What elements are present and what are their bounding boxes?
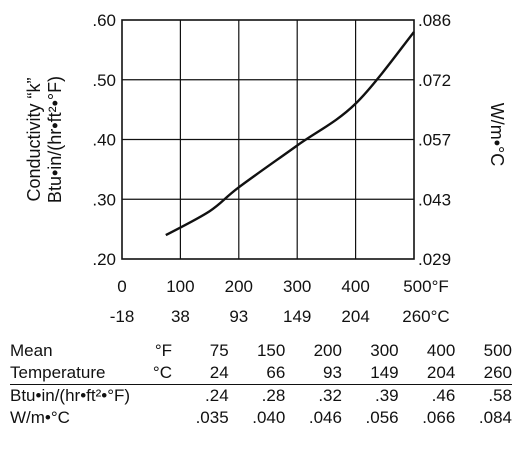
table-cell: .040 (252, 408, 286, 427)
table-cell: .046 (308, 408, 342, 427)
table-cell: .28 (261, 386, 286, 405)
table-cell: 200 (313, 341, 342, 360)
y-tick-label-right: .057 (418, 131, 451, 150)
table-cell: 500 (483, 341, 512, 360)
table-cell: 300 (370, 341, 399, 360)
table-cell: .58 (488, 386, 512, 405)
table-row-mean: Mean °F 75 150 200 300 400 500 (10, 340, 512, 362)
y-tick-label-right: .072 (418, 71, 451, 90)
table-row-btu: Btu•in/(hr•ft²•°F) .24 .28 .32 .39 .46 .… (10, 385, 512, 408)
table-cell: .084 (478, 408, 512, 427)
table-row-w: W/m•°C .035 .040 .046 .056 .066 .084 (10, 407, 512, 429)
y-tick-label-right: .043 (418, 190, 451, 209)
data-table: Mean °F 75 150 200 300 400 500 Temperatu… (10, 340, 512, 429)
y-tick-label-left: .20 (92, 250, 116, 269)
y-tick-label-left: .60 (92, 11, 116, 30)
table-cell: 204 (398, 362, 456, 385)
x-tick-label-f: 400 (341, 277, 369, 296)
x-tick-label-c: 260°C (402, 307, 449, 326)
x-tick-label-c: 204 (341, 307, 369, 326)
table-cell: .32 (318, 386, 342, 405)
x-tick-label-c: -18 (110, 307, 135, 326)
table-row-temperature: Temperature °C 24 66 93 149 204 260 (10, 362, 512, 385)
x-tick-label-f: 100 (166, 277, 194, 296)
y-tick-label-left: .30 (92, 190, 116, 209)
y-axis-title-left: Conductivity “k” (24, 77, 44, 201)
conductivity-curve (165, 31, 415, 237)
x-tick-label-f: 200 (225, 277, 253, 296)
table-cell: 260 (455, 362, 512, 385)
table-cell: .24 (205, 386, 229, 405)
x-tick-label-f: 500°F (403, 277, 449, 296)
x-tick-label-c: 149 (283, 307, 311, 326)
x-tick-label-c: 93 (229, 307, 248, 326)
x-tick-label-f: 300 (283, 277, 311, 296)
table-cell: 24 (172, 362, 229, 385)
row-label: Mean (10, 341, 53, 360)
table-cell: 93 (285, 362, 342, 385)
conductivity-chart: .20 .30 .40 .50 .60 .029 .043 .057 .072 .086 0 100 2… (24, 11, 507, 326)
plot-frame (121, 19, 415, 260)
table-cell: .035 (195, 408, 229, 427)
row-unit: °F (154, 341, 172, 360)
table-cell: 66 (228, 362, 286, 385)
row-label: Btu•in/(hr•ft²•°F) (10, 386, 131, 405)
y-axis-title-right: W/m•°C (487, 103, 507, 166)
row-label: W/m•°C (10, 408, 70, 427)
y-tick-label-right: .029 (418, 250, 451, 269)
table-cell: .46 (431, 386, 456, 405)
x-tick-label-f: 0 (117, 277, 126, 296)
table-cell: 75 (209, 341, 229, 360)
y-tick-label-left: .50 (92, 71, 116, 90)
table-cell: 400 (426, 341, 456, 360)
table-cell: .066 (422, 408, 456, 427)
y-tick-label-left: .40 (92, 131, 116, 150)
y-axis-title-left-units: Btu•in/(hr•ft²•°F) (45, 76, 65, 203)
table-cell: 149 (341, 362, 399, 385)
row-unit: °C (130, 362, 172, 385)
table-cell: .39 (374, 386, 399, 405)
x-tick-label-c: 38 (171, 307, 190, 326)
table-cell: 150 (256, 341, 286, 360)
row-label: Temperature (10, 362, 130, 385)
y-tick-label-right: .086 (418, 11, 451, 30)
table-cell: .056 (365, 408, 399, 427)
